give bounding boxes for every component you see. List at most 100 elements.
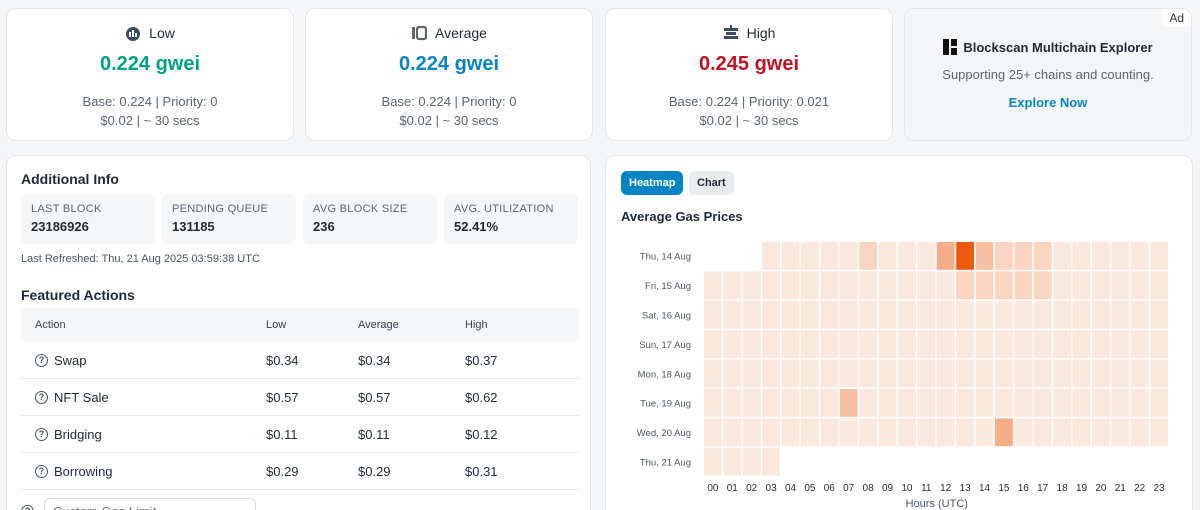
heatmap-cell[interactable] [995,389,1013,417]
heatmap-cell[interactable] [723,418,742,447]
heatmap-cell[interactable] [762,418,780,447]
heatmap-cell[interactable] [704,359,722,388]
heatmap-cell[interactable] [898,242,916,270]
heatmap-cell[interactable] [1033,300,1052,329]
heatmap-cell[interactable] [975,418,994,447]
heatmap-cell[interactable] [859,300,877,329]
heatmap-cell[interactable] [820,271,839,300]
heatmap-cell[interactable] [956,389,974,417]
heatmap-cell[interactable] [762,300,780,329]
heatmap-cell[interactable] [723,300,742,329]
heatmap-cell[interactable] [917,300,936,329]
heatmap-cell[interactable] [956,271,974,300]
heatmap-cell[interactable] [839,418,858,447]
heatmap-cell[interactable] [839,359,858,388]
heatmap-cell[interactable] [762,271,780,300]
heatmap-cell[interactable] [781,300,800,329]
heatmap-cell[interactable] [1072,389,1091,417]
heatmap-cell[interactable] [1150,330,1168,358]
heatmap-cell[interactable] [820,359,839,388]
heatmap-cell[interactable] [1111,418,1130,447]
heatmap-cell[interactable] [1092,242,1110,270]
heatmap-cell[interactable] [801,418,819,447]
heatmap-cell[interactable] [801,389,819,417]
heatmap-cell[interactable] [975,359,994,388]
heatmap-cell[interactable] [742,418,761,447]
heatmap-cell[interactable] [820,300,839,329]
heatmap-cell[interactable] [1014,359,1033,388]
heatmap-cell[interactable] [956,359,974,388]
ad-card[interactable]: Ad Blockscan Multichain Explorer Support… [904,8,1192,141]
heatmap-cell[interactable] [936,271,955,300]
heatmap-cell[interactable] [839,300,858,329]
heatmap-cell[interactable] [936,359,955,388]
heatmap-cell[interactable] [936,242,955,270]
help-icon[interactable]: ? [35,464,48,478]
heatmap-cell[interactable] [956,330,974,358]
heatmap-cell[interactable] [898,330,916,358]
heatmap-cell[interactable] [859,418,877,447]
heatmap-cell[interactable] [1130,418,1149,447]
heatmap-cell[interactable] [1033,389,1052,417]
heatmap-cell[interactable] [1092,271,1110,300]
heatmap-cell[interactable] [704,447,722,476]
heatmap-cell[interactable] [1014,300,1033,329]
heatmap-cell[interactable] [1072,271,1091,300]
heatmap-cell[interactable] [723,447,742,476]
heatmap-cell[interactable] [723,389,742,417]
heatmap-cell[interactable] [1111,242,1130,270]
heatmap-cell[interactable] [1092,300,1110,329]
heatmap-cell[interactable] [781,330,800,358]
heatmap-cell[interactable] [781,242,800,270]
heatmap-cell[interactable] [704,271,722,300]
heatmap-cell[interactable] [859,242,877,270]
heatmap-cell[interactable] [1033,359,1052,388]
heatmap-cell[interactable] [781,418,800,447]
heatmap-cell[interactable] [723,330,742,358]
heatmap-cell[interactable] [917,271,936,300]
heatmap-cell[interactable] [1150,242,1168,270]
heatmap-cell[interactable] [995,271,1013,300]
heatmap-cell[interactable] [1130,300,1149,329]
heatmap-cell[interactable] [936,300,955,329]
heatmap-cell[interactable] [1150,418,1168,447]
heatmap-cell[interactable] [975,389,994,417]
heatmap-cell[interactable] [839,389,858,417]
heatmap-cell[interactable] [995,330,1013,358]
heatmap-cell[interactable] [1053,242,1071,270]
heatmap-cell[interactable] [898,300,916,329]
heatmap-cell[interactable] [1033,242,1052,270]
heatmap-cell[interactable] [917,389,936,417]
heatmap-cell[interactable] [1053,389,1071,417]
heatmap-cell[interactable] [1053,330,1071,358]
heatmap-cell[interactable] [742,271,761,300]
heatmap-cell[interactable] [1130,330,1149,358]
heatmap-cell[interactable] [995,418,1013,447]
heatmap-cell[interactable] [1092,330,1110,358]
heatmap-cell[interactable] [1014,418,1033,447]
help-icon[interactable]: ? [21,504,34,510]
heatmap-cell[interactable] [898,271,916,300]
heatmap-cell[interactable] [1111,359,1130,388]
heatmap-cell[interactable] [1072,242,1091,270]
heatmap-cell[interactable] [878,389,897,417]
heatmap-cell[interactable] [820,242,839,270]
heatmap-cell[interactable] [1092,389,1110,417]
heatmap-cell[interactable] [975,300,994,329]
heatmap-cell[interactable] [723,271,742,300]
heatmap-cell[interactable] [859,359,877,388]
heatmap-cell[interactable] [917,359,936,388]
heatmap-cell[interactable] [762,389,780,417]
heatmap-cell[interactable] [1033,271,1052,300]
heatmap-cell[interactable] [1092,418,1110,447]
heatmap-cell[interactable] [956,418,974,447]
heatmap-cell[interactable] [762,447,780,476]
heatmap-cell[interactable] [859,330,877,358]
heatmap-cell[interactable] [995,300,1013,329]
heatmap-cell[interactable] [878,271,897,300]
heatmap-cell[interactable] [1092,359,1110,388]
heatmap-cell[interactable] [1053,300,1071,329]
heatmap-cell[interactable] [801,300,819,329]
heatmap-cell[interactable] [917,242,936,270]
heatmap-cell[interactable] [1014,242,1033,270]
